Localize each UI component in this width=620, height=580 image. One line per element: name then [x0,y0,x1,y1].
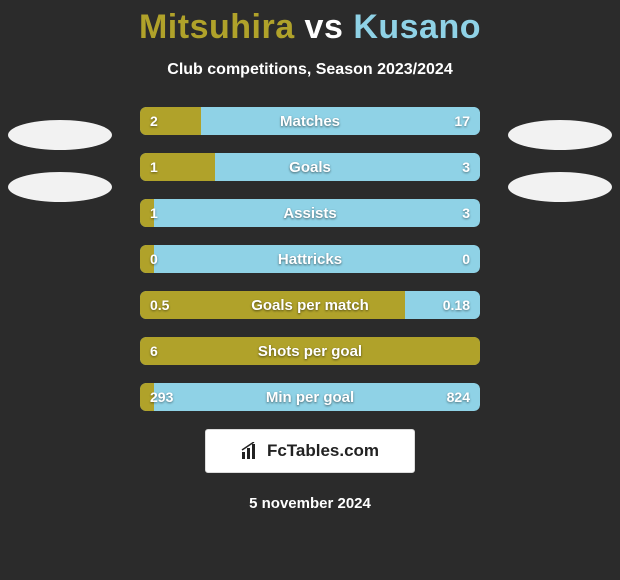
chart-icon [241,442,261,460]
watermark-text: FcTables.com [267,441,379,461]
stat-label: Goals per match [140,291,480,319]
stat-label: Min per goal [140,383,480,411]
player2-name: Kusano [353,8,481,46]
stat-row: 293824Min per goal [140,383,480,411]
watermark[interactable]: FcTables.com [205,429,415,473]
title: Mitsuhira vs Kusano [0,8,620,47]
stat-row: 0.50.18Goals per match [140,291,480,319]
stat-row: 217Matches [140,107,480,135]
vs-text: vs [295,8,354,46]
comparison-card: Mitsuhira vs Kusano Club competitions, S… [0,0,620,580]
stat-label: Shots per goal [140,337,480,365]
team-badge-right [508,172,612,202]
stat-label: Assists [140,199,480,227]
stat-row: 13Assists [140,199,480,227]
stat-label: Goals [140,153,480,181]
subtitle: Club competitions, Season 2023/2024 [0,61,620,79]
team-badge-left [8,172,112,202]
team-badge-right [508,120,612,150]
stat-row: 6Shots per goal [140,337,480,365]
date-text: 5 november 2024 [0,495,620,512]
stat-label: Matches [140,107,480,135]
stat-row: 00Hattricks [140,245,480,273]
stat-row: 13Goals [140,153,480,181]
stat-label: Hattricks [140,245,480,273]
player1-name: Mitsuhira [139,8,295,46]
team-badge-left [8,120,112,150]
stats-chart: 217Matches 13Goals 13Assists 00Hattricks 0.5… [0,107,620,411]
